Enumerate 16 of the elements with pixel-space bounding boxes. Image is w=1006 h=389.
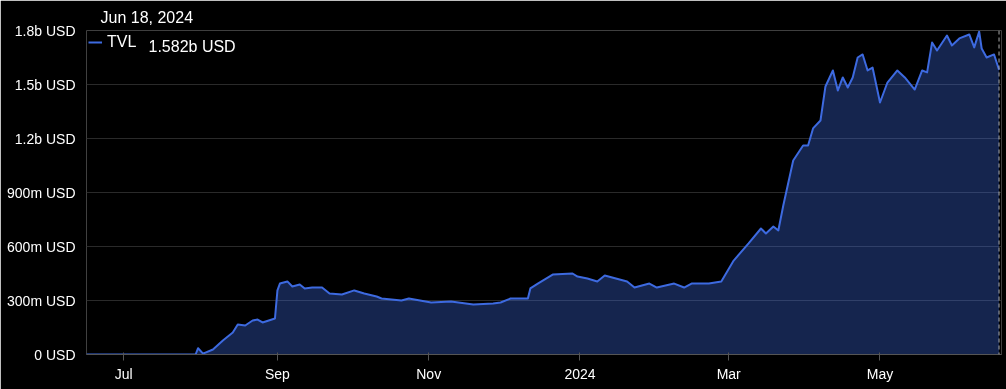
x-tick-label: Jul (114, 365, 133, 382)
y-tick-label: 300m USD (7, 292, 76, 309)
y-tick-label: 1.2b USD (14, 130, 76, 147)
text: TVL (107, 33, 137, 51)
x-tick-label: Mar (716, 365, 742, 382)
y-tick-label: 900m USD (7, 184, 76, 201)
y-tick-label: 1.5b USD (14, 76, 76, 93)
x-tick-label: May (866, 365, 894, 382)
y-tick-label: 600m USD (7, 238, 76, 255)
chart-title: Jun 18, 2024 (100, 8, 194, 26)
x-tick-label: Nov (416, 365, 442, 382)
annotation: 1.582b USD (148, 38, 236, 55)
x-tick-label: 2024 (564, 365, 596, 382)
y-tick-label: 0 USD (34, 346, 76, 363)
y-tick-label: 1.8b USD (14, 22, 76, 39)
x-tick-label: Sep (264, 365, 291, 382)
